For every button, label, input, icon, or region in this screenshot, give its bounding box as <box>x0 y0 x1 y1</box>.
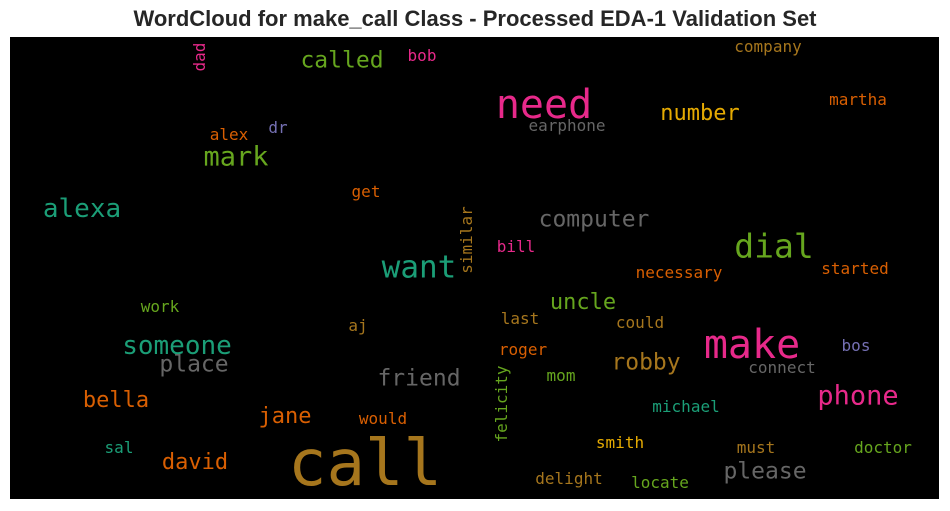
word-bella: bella <box>82 388 150 413</box>
word-need: need <box>495 82 593 128</box>
word-uncle: uncle <box>549 290 617 315</box>
word-locate: locate <box>631 473 689 492</box>
word-robby: robby <box>611 349 681 376</box>
word-similar: similar <box>457 206 476 274</box>
wordcloud-canvas: call make need want dial someone mark alexa comp… <box>10 37 939 499</box>
word-aj: aj <box>348 316 368 335</box>
word-call: call <box>287 427 443 499</box>
word-started: started <box>821 259 889 278</box>
word-dial: dial <box>734 226 814 266</box>
word-want: want <box>381 249 457 286</box>
word-dr: dr <box>268 118 288 137</box>
word-alex: alex <box>209 125 249 144</box>
word-called: called <box>300 47 384 74</box>
word-delight: delight <box>535 469 603 488</box>
word-necessary: necessary <box>635 263 723 282</box>
word-phone: phone <box>817 380 899 412</box>
word-computer: computer <box>538 206 650 233</box>
word-jane: jane <box>258 404 312 429</box>
word-get: get <box>351 182 381 201</box>
word-felicity: felicity <box>492 365 511 443</box>
word-could: could <box>615 313 665 332</box>
word-would: would <box>358 409 408 428</box>
word-michael: michael <box>652 397 720 416</box>
word-place: place <box>159 351 229 378</box>
word-earphone: earphone <box>528 116 606 135</box>
word-bill: bill <box>496 237 536 256</box>
word-bos: bos <box>841 336 871 355</box>
word-david: david <box>161 450 229 475</box>
word-smith: smith <box>595 433 645 452</box>
word-mark: mark <box>203 141 269 173</box>
word-please: please <box>723 458 807 485</box>
word-work: work <box>140 297 180 316</box>
word-make: make <box>703 322 801 368</box>
word-company: company <box>734 37 802 56</box>
word-someone: someone <box>122 331 232 361</box>
word-bob: bob <box>407 46 437 65</box>
word-last: last <box>500 309 540 328</box>
word-doctor: doctor <box>854 438 912 457</box>
word-number: number <box>660 101 740 126</box>
word-roger: roger <box>498 340 548 359</box>
word-martha: martha <box>829 90 887 109</box>
word-dad: dad <box>190 42 209 72</box>
word-sal: sal <box>104 438 134 457</box>
word-connect: connect <box>748 358 816 377</box>
word-friend: friend <box>377 365 461 392</box>
word-mom: mom <box>546 366 576 385</box>
word-alexa: alexa <box>42 194 122 224</box>
chart-title: WordCloud for make_call Class - Processe… <box>133 6 817 31</box>
word-must: must <box>736 438 776 457</box>
